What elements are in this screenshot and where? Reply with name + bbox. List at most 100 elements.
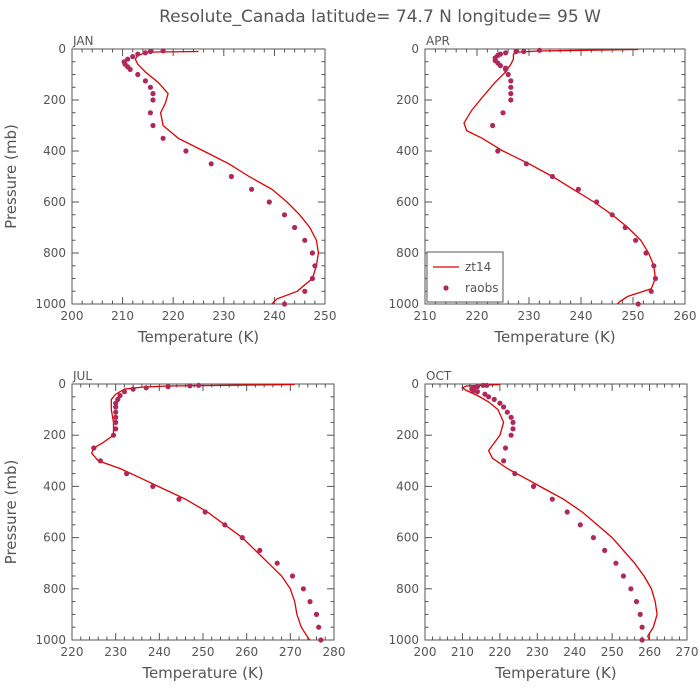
data-point-raobs (130, 54, 136, 60)
x-tick-label: 210 (451, 645, 474, 659)
data-point-raobs (312, 263, 318, 269)
data-point-raobs (521, 48, 527, 55)
data-point-raobs (504, 409, 510, 415)
panel-label: APR (426, 34, 450, 48)
data-point-raobs (510, 426, 516, 432)
data-point-raobs (482, 391, 488, 397)
data-point-raobs (633, 599, 640, 605)
x-tick-label: 260 (638, 645, 661, 659)
x-axis-label: Temperature (K) (137, 328, 259, 346)
series-line-zt14 (90, 383, 311, 641)
x-tick-label: 220 (466, 309, 489, 323)
x-tick-label: 260 (674, 309, 697, 323)
legend-entry-raobs: raobs (465, 281, 499, 295)
data-point-raobs (113, 404, 119, 410)
data-point-raobs (113, 414, 119, 420)
x-tick-label: 250 (192, 645, 215, 659)
x-tick-label: 240 (570, 309, 593, 323)
data-point-raobs (309, 250, 315, 256)
data-point-raobs (281, 212, 288, 218)
data-point-raobs (160, 48, 166, 54)
data-point-raobs (508, 78, 514, 84)
y-tick-label: 200 (43, 93, 66, 107)
y-tick-label: 800 (43, 246, 66, 260)
data-point-raobs (160, 135, 166, 141)
plot-frame (71, 48, 326, 305)
data-point-raobs (491, 396, 497, 402)
data-point-raobs (594, 199, 600, 205)
data-point-raobs (643, 250, 649, 256)
x-tick-label: 200 (414, 645, 437, 659)
data-point-raobs (536, 47, 543, 53)
data-point-raobs (501, 404, 507, 410)
panel-label: OCT (426, 369, 452, 383)
data-point-raobs (115, 396, 121, 402)
x-tick-label: 240 (263, 309, 286, 323)
data-point-raobs (121, 389, 127, 395)
data-point-raobs (609, 212, 615, 218)
y-tick-label: 0 (58, 377, 66, 391)
data-point-raobs (91, 445, 97, 451)
data-point-raobs (512, 471, 518, 477)
data-point-raobs (637, 611, 643, 618)
data-point-raobs (486, 394, 492, 400)
data-point-raobs (590, 535, 597, 541)
plot-frame (424, 383, 688, 641)
data-point-raobs (501, 458, 507, 464)
data-point-raobs (639, 637, 645, 643)
panel-oct: 200 210 220 230 240 250 260 270 0 200 400 600 800 100… (388, 369, 698, 682)
data-point-raobs (651, 263, 657, 269)
x-tick-label: 230 (526, 645, 549, 659)
data-point-raobs (648, 288, 654, 294)
y-tick-label: 1000 (388, 297, 419, 311)
data-point-raobs (307, 599, 313, 605)
data-point-raobs (176, 496, 182, 502)
data-point-raobs (97, 458, 103, 464)
data-point-raobs (613, 560, 619, 566)
data-point-raobs (125, 56, 131, 62)
data-point-raobs (508, 91, 514, 97)
data-point-raobs (302, 237, 308, 243)
x-tick-label: 240 (563, 645, 586, 659)
data-point-raobs (208, 161, 214, 167)
data-point-raobs (142, 78, 148, 84)
data-point-raobs (228, 173, 234, 180)
panel-apr: 210 220 230 240 250 260 0 200 400 600 800 1000 APR Te… (388, 34, 696, 346)
data-point-raobs (147, 48, 153, 55)
data-point-raobs (135, 71, 141, 78)
data-point-raobs (490, 122, 496, 129)
data-point-raobs (202, 509, 208, 515)
x-tick-label: 250 (622, 309, 645, 323)
y-tick-label: 200 (396, 93, 419, 107)
y-tick-label: 800 (43, 582, 66, 596)
y-tick-label: 400 (396, 144, 419, 158)
data-point-raobs (147, 84, 153, 90)
data-point-raobs (117, 392, 123, 399)
y-tick-label: 400 (43, 144, 66, 158)
data-point-raobs (484, 382, 490, 388)
data-point-raobs (508, 432, 514, 438)
data-point-raobs (500, 110, 506, 116)
data-point-raobs (508, 97, 514, 103)
data-point-raobs (239, 535, 245, 541)
series-line-zt14 (461, 383, 658, 641)
x-axis-label: Temperature (K) (493, 328, 615, 346)
data-point-raobs (622, 224, 628, 231)
data-point-raobs (318, 637, 324, 643)
x-tick-label: 200 (61, 309, 84, 323)
x-tick-label: 270 (676, 645, 699, 659)
data-point-raobs (602, 547, 608, 554)
data-point-raobs (249, 186, 255, 192)
legend-entry-zt14: zt14 (465, 260, 491, 274)
data-point-raobs (130, 386, 136, 392)
data-point-raobs (313, 611, 320, 618)
y-tick-label: 1000 (35, 297, 66, 311)
x-axis-label: Temperature (K) (494, 664, 616, 682)
data-point-raobs (196, 382, 202, 388)
x-tick-label: 220 (488, 645, 511, 659)
x-tick-label: 230 (518, 309, 541, 323)
data-point-raobs (316, 624, 322, 630)
data-point-raobs (113, 426, 119, 432)
x-tick-label: 210 (111, 309, 134, 323)
data-point-raobs (281, 301, 288, 307)
